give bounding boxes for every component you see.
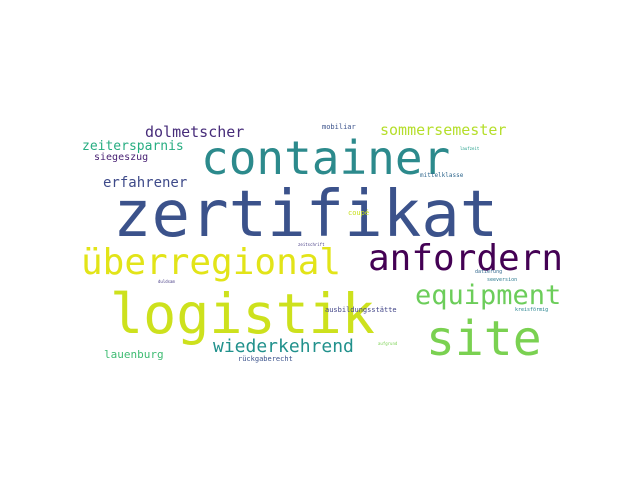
word-aufgrund: aufgrund xyxy=(378,341,398,346)
word-coupe: coupé xyxy=(348,209,369,217)
word-anfordern: anfordern xyxy=(368,238,563,279)
word-zeitersparnis: zeitersparnis xyxy=(82,139,184,154)
word-ueberregional: überregional xyxy=(81,242,341,283)
word-siegeszug: siegeszug xyxy=(94,152,148,163)
word-kreisfoermig: kreisförmig xyxy=(515,307,548,313)
word-rueckgaberecht: rückgaberecht xyxy=(238,355,293,363)
word-dolmetscher: dolmetscher xyxy=(145,123,244,141)
word-mittelklasse: mittelklasse xyxy=(420,172,464,179)
word-duldsam: duldsam xyxy=(158,279,175,284)
word-ausbildungsstaette: ausbildungsstätte xyxy=(325,306,397,314)
word-container: container xyxy=(201,131,450,185)
word-datierung: datierung xyxy=(475,269,502,275)
word-seeversion: seeversion xyxy=(487,277,517,283)
word-wiederkehrend: wiederkehrend xyxy=(213,336,354,357)
word-site: site xyxy=(426,311,542,367)
word-lauenburg: lauenburg xyxy=(104,348,164,361)
word-laufzeit: laufzeit xyxy=(460,146,480,151)
word-sommersemester: sommersemester xyxy=(380,121,506,139)
word-logistik: logistik xyxy=(110,282,375,346)
word-zertifikat: zertifikat xyxy=(113,178,498,252)
word-zeitschrift: zeitschrift xyxy=(298,242,325,247)
word-erfahrener: erfahrener xyxy=(103,175,187,191)
word-mobiliar: mobiliar xyxy=(322,123,356,131)
word-equipment: equipment xyxy=(415,280,561,311)
